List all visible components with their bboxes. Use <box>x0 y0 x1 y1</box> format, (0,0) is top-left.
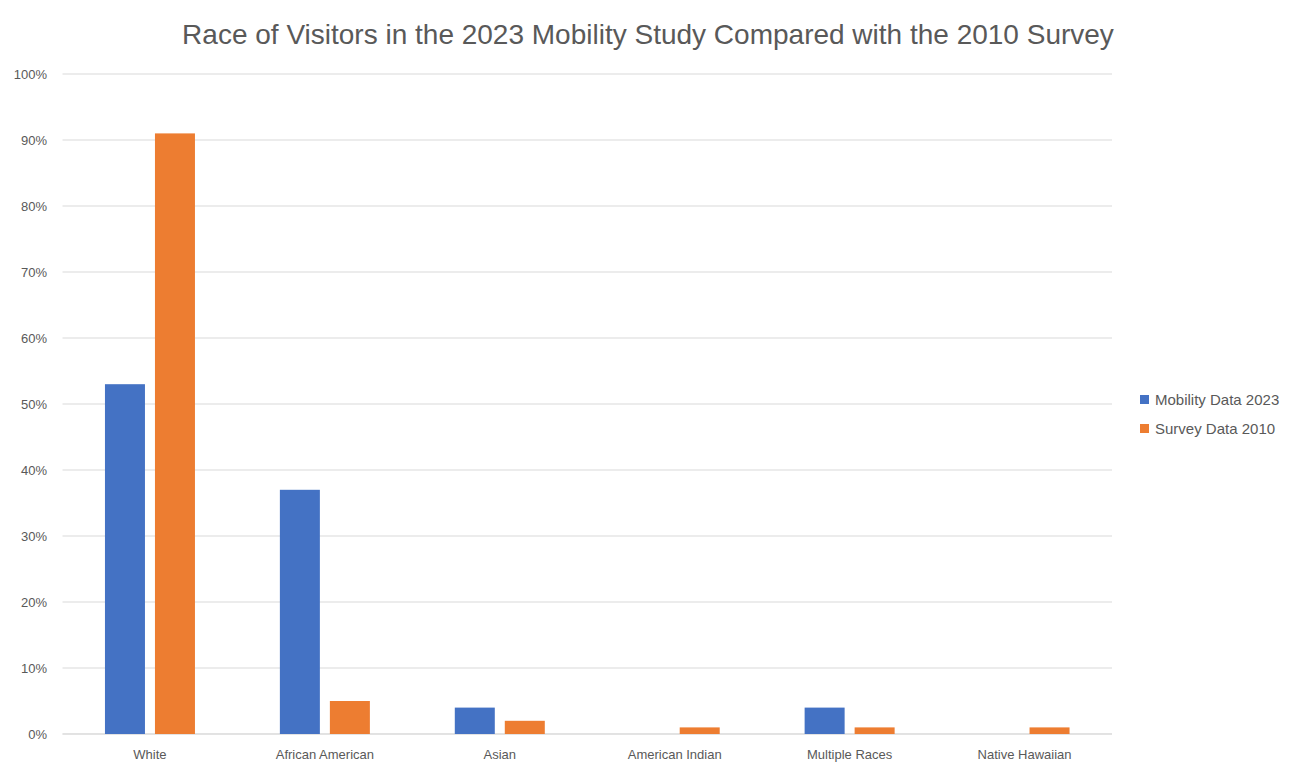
x-tick-label: White <box>133 747 166 762</box>
y-tick-label: 30% <box>21 529 47 544</box>
grid-line <box>63 536 1113 537</box>
bar <box>630 734 670 735</box>
grid-line <box>63 470 1113 471</box>
x-tick-label: African American <box>276 747 374 762</box>
x-tick-label: American Indian <box>628 747 722 762</box>
y-tick-label: 10% <box>21 661 47 676</box>
grid-line <box>63 272 1113 273</box>
bar <box>105 384 145 734</box>
x-axis-line <box>63 734 1113 735</box>
x-tick-label: Asian <box>484 747 517 762</box>
bar <box>1030 727 1070 734</box>
grid-line <box>63 404 1113 405</box>
bars <box>105 133 1070 734</box>
y-tick-label: 80% <box>21 199 47 214</box>
grid-line <box>63 140 1113 141</box>
bar <box>155 133 195 734</box>
legend-label: Mobility Data 2023 <box>1155 391 1279 408</box>
y-tick-label: 0% <box>28 727 47 742</box>
grid-line <box>63 338 1113 339</box>
grid-line <box>63 206 1113 207</box>
legend-label: Survey Data 2010 <box>1155 420 1275 437</box>
legend: Mobility Data 2023 Survey Data 2010 <box>1140 391 1279 437</box>
y-tick-label: 100% <box>14 67 48 82</box>
bar <box>505 721 545 734</box>
y-tick-label: 40% <box>21 463 47 478</box>
y-tick-label: 70% <box>21 265 47 280</box>
legend-swatch <box>1140 395 1149 404</box>
bar <box>805 708 845 734</box>
grid-line <box>63 668 1113 669</box>
title: Race of Visitors in the 2023 Mobility St… <box>182 19 1114 50</box>
bar <box>680 727 720 734</box>
bar <box>855 727 895 734</box>
y-tick-label: 90% <box>21 133 47 148</box>
x-tick-label: Native Hawaiian <box>978 747 1072 762</box>
grid-line <box>63 602 1113 603</box>
y-tick-label: 20% <box>21 595 47 610</box>
chart: Race of Visitors in the 2023 Mobility St… <box>0 0 1300 775</box>
grid-line <box>63 74 1113 75</box>
y-tick-label: 50% <box>21 397 47 412</box>
grid-line <box>63 734 1113 735</box>
bar <box>280 490 320 734</box>
background <box>0 0 1300 775</box>
y-tick-label: 60% <box>21 331 47 346</box>
legend-swatch <box>1140 424 1149 433</box>
x-tick-label: Multiple Races <box>807 747 893 762</box>
grid <box>63 74 1113 734</box>
bar <box>330 701 370 734</box>
bar <box>980 734 1020 735</box>
bar <box>455 708 495 734</box>
